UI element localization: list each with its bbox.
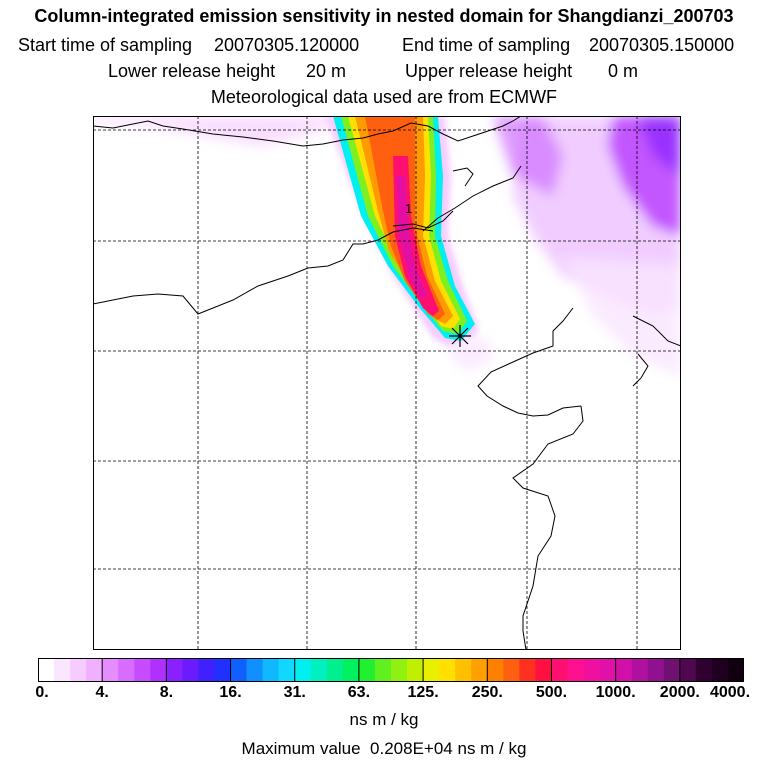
grid-lines — [93, 116, 681, 650]
colorbar-cell — [663, 658, 681, 682]
colorbar-tick-label: 0. — [35, 684, 49, 701]
colorbar-cell — [134, 658, 151, 682]
colorbar-cell — [519, 658, 537, 682]
colorbar-cell — [102, 658, 119, 682]
colorbar-cell — [342, 658, 360, 682]
colorbar-dividers — [101, 658, 681, 682]
colorbar-tick-label: 16. — [219, 684, 242, 701]
colorbar-cell — [647, 658, 665, 682]
end-time-label: End time of sampling — [402, 35, 571, 55]
colorbar-cell — [118, 658, 135, 682]
colorbar-cell — [230, 658, 248, 682]
colorbar-cell — [54, 658, 71, 682]
lower-release-label: Lower release height — [108, 61, 276, 81]
start-time-label: Start time of sampling — [18, 35, 193, 55]
colorbar-cell — [471, 658, 488, 682]
colorbar-tick-label: 1000. — [595, 684, 636, 701]
colorbar-cell — [503, 658, 520, 682]
colorbar-cell — [70, 658, 87, 682]
colorbar-cell — [166, 658, 184, 682]
colorbar-cell — [679, 658, 697, 682]
colorbar-cell — [727, 658, 744, 682]
maximum-value-label: Maximum value — [241, 739, 361, 758]
colorbar-tick-label: 250. — [471, 684, 503, 701]
colorbar-cell — [599, 658, 617, 682]
colorbar — [38, 658, 744, 682]
colorbar-cell — [374, 658, 392, 682]
emission-sensitivity-map: 1 — [93, 116, 681, 650]
colorbar-cell — [38, 658, 55, 682]
colorbar-cell — [711, 658, 729, 682]
colorbar-cell — [182, 658, 200, 682]
start-time-value: 20070305.120000 — [214, 35, 360, 55]
plume — [325, 116, 478, 346]
colorbar-unit: ns m / kg — [349, 710, 419, 729]
colorbar-cell — [423, 658, 440, 682]
colorbar-cell — [326, 658, 344, 682]
colorbar-cell — [391, 658, 408, 682]
colorbar-cells — [38, 658, 744, 682]
colorbar-cell — [455, 658, 472, 682]
upper-release-value: 0 m — [608, 61, 639, 81]
colorbar-cell — [198, 658, 216, 682]
upper-release-label: Upper release height — [405, 61, 573, 81]
colorbar-tick-label: 2000. — [659, 684, 700, 701]
end-time-value: 20070305.150000 — [589, 35, 735, 55]
plume-label: 1 — [405, 201, 412, 216]
colorbar-cell — [150, 658, 167, 682]
chart-title: Column-integrated emission sensitivity i… — [34, 6, 734, 26]
lower-release-value: 20 m — [306, 61, 347, 81]
star-cross-marker — [449, 325, 471, 347]
colorbar-cell — [246, 658, 264, 682]
met-data-line: Meteorological data used are from ECMWF — [210, 87, 558, 107]
colorbar-tick-label: 125. — [407, 684, 439, 701]
colorbar-cell — [407, 658, 424, 682]
colorbar-cell — [278, 658, 296, 682]
maximum-value-line: Maximum value 0.208E+04 ns m / kg — [0, 739, 768, 759]
colorbar-tick-label: 4000. — [709, 684, 751, 701]
colorbar-tick-label: 4. — [95, 684, 109, 701]
colorbar-cell — [583, 658, 601, 682]
colorbar-tick-label: 500. — [535, 684, 568, 701]
colorbar-tick-label: 8. — [159, 684, 174, 701]
colorbar-cell — [294, 658, 312, 682]
colorbar-cell — [551, 658, 569, 682]
colorbar-cell — [631, 658, 649, 682]
colorbar-cell — [567, 658, 585, 682]
colorbar-cell — [695, 658, 713, 682]
colorbar-cell — [86, 658, 103, 682]
colorbar-tick-label: 31. — [283, 684, 306, 701]
colorbar-cell — [310, 658, 328, 682]
colorbar-tick-label: 63. — [347, 684, 371, 701]
colorbar-cell — [439, 658, 456, 682]
colorbar-cell — [214, 658, 232, 682]
colorbar-cell — [262, 658, 280, 682]
colorbar-cell — [615, 658, 633, 682]
maximum-value: 0.208E+04 ns m / kg — [370, 739, 527, 758]
coastlines — [93, 116, 681, 650]
colorbar-cell — [358, 658, 376, 682]
colorbar-cell — [487, 658, 504, 682]
colorbar-cell — [535, 658, 553, 682]
